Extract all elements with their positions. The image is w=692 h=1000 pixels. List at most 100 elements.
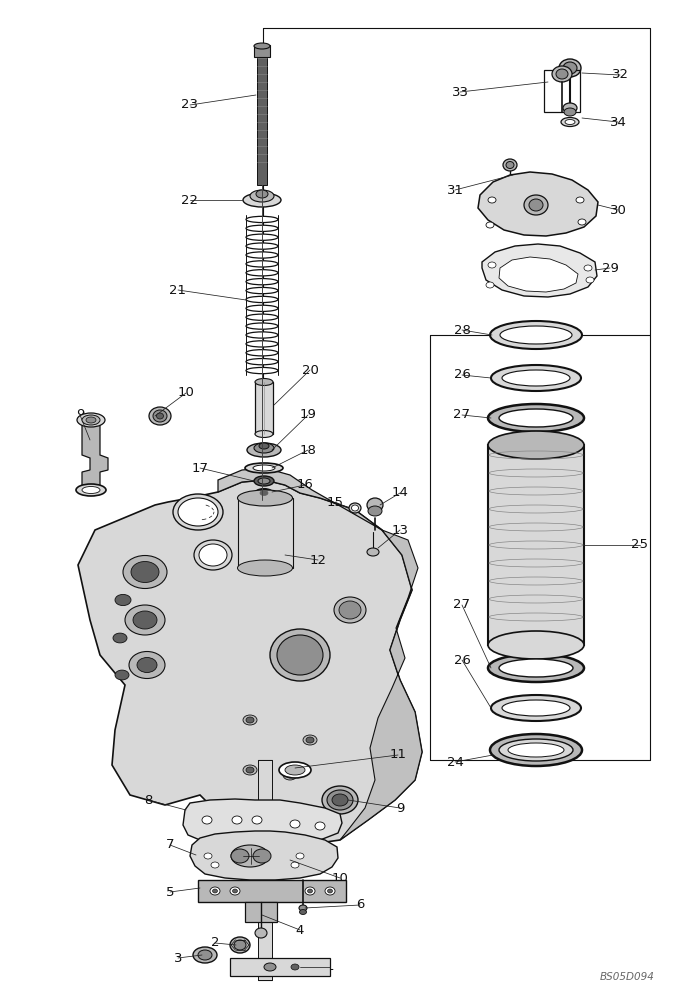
Ellipse shape <box>252 816 262 824</box>
Ellipse shape <box>212 889 217 893</box>
Ellipse shape <box>202 816 212 824</box>
Ellipse shape <box>254 476 274 486</box>
Ellipse shape <box>291 862 299 868</box>
Text: 23: 23 <box>181 99 199 111</box>
Ellipse shape <box>243 715 257 725</box>
Text: 29: 29 <box>601 261 619 274</box>
Text: 10: 10 <box>331 871 349 884</box>
Ellipse shape <box>286 772 294 778</box>
Ellipse shape <box>231 845 269 867</box>
Ellipse shape <box>115 594 131 606</box>
Text: 21: 21 <box>170 284 187 296</box>
Ellipse shape <box>349 503 361 513</box>
Ellipse shape <box>245 463 283 473</box>
Polygon shape <box>78 480 422 853</box>
Ellipse shape <box>561 117 579 126</box>
Ellipse shape <box>76 484 106 496</box>
Ellipse shape <box>264 963 276 971</box>
Ellipse shape <box>246 216 278 223</box>
Ellipse shape <box>315 822 325 830</box>
Text: 9: 9 <box>76 408 84 422</box>
Ellipse shape <box>255 488 273 497</box>
Ellipse shape <box>327 889 332 893</box>
Text: 6: 6 <box>356 898 364 912</box>
Ellipse shape <box>129 652 165 678</box>
Ellipse shape <box>290 820 300 828</box>
Ellipse shape <box>503 159 517 171</box>
Text: 18: 18 <box>300 444 316 456</box>
Ellipse shape <box>77 413 105 427</box>
Ellipse shape <box>502 370 570 386</box>
Ellipse shape <box>559 59 581 77</box>
Ellipse shape <box>131 562 159 582</box>
Ellipse shape <box>246 323 278 329</box>
Ellipse shape <box>490 734 582 766</box>
Ellipse shape <box>194 540 232 570</box>
Polygon shape <box>218 468 382 530</box>
Text: 3: 3 <box>174 952 182 964</box>
Ellipse shape <box>255 430 273 438</box>
Ellipse shape <box>253 465 275 471</box>
Ellipse shape <box>352 505 358 511</box>
Ellipse shape <box>247 443 281 457</box>
Ellipse shape <box>231 849 249 863</box>
Ellipse shape <box>486 282 494 288</box>
Ellipse shape <box>82 415 100 425</box>
Ellipse shape <box>367 548 379 556</box>
Polygon shape <box>482 244 597 297</box>
Ellipse shape <box>246 359 278 365</box>
Ellipse shape <box>327 790 353 810</box>
Text: 27: 27 <box>453 408 471 422</box>
Ellipse shape <box>246 296 278 303</box>
Text: 20: 20 <box>302 363 318 376</box>
Ellipse shape <box>137 658 157 672</box>
Ellipse shape <box>254 43 270 49</box>
Ellipse shape <box>246 350 278 356</box>
Ellipse shape <box>296 853 304 859</box>
Ellipse shape <box>586 277 594 283</box>
Ellipse shape <box>291 964 299 970</box>
Ellipse shape <box>258 478 270 484</box>
Ellipse shape <box>246 279 278 285</box>
Ellipse shape <box>246 234 278 240</box>
Text: 15: 15 <box>327 495 343 508</box>
Ellipse shape <box>243 765 257 775</box>
Ellipse shape <box>193 947 217 963</box>
Ellipse shape <box>508 743 564 757</box>
Text: 27: 27 <box>453 598 471 611</box>
Ellipse shape <box>237 560 293 576</box>
Ellipse shape <box>253 849 271 863</box>
Ellipse shape <box>255 378 273 385</box>
Ellipse shape <box>499 739 573 761</box>
Text: 34: 34 <box>610 115 626 128</box>
Ellipse shape <box>491 695 581 721</box>
Ellipse shape <box>270 629 330 681</box>
Ellipse shape <box>243 193 281 207</box>
Ellipse shape <box>488 654 584 682</box>
Ellipse shape <box>82 487 100 493</box>
Ellipse shape <box>210 887 220 895</box>
Ellipse shape <box>230 937 250 953</box>
Ellipse shape <box>233 889 237 893</box>
Ellipse shape <box>246 767 254 773</box>
Bar <box>488 445 584 645</box>
Ellipse shape <box>502 700 570 716</box>
Text: 25: 25 <box>632 538 648 552</box>
Ellipse shape <box>255 928 267 938</box>
Ellipse shape <box>277 635 323 675</box>
Ellipse shape <box>246 287 278 294</box>
Text: 16: 16 <box>297 479 313 491</box>
Ellipse shape <box>563 62 577 74</box>
Ellipse shape <box>488 631 584 659</box>
Polygon shape <box>340 530 422 840</box>
Ellipse shape <box>246 332 278 338</box>
Ellipse shape <box>332 794 348 806</box>
Ellipse shape <box>564 108 576 116</box>
Bar <box>238 498 293 568</box>
Ellipse shape <box>133 611 157 629</box>
Ellipse shape <box>232 816 242 824</box>
Ellipse shape <box>246 243 278 249</box>
Ellipse shape <box>565 119 575 124</box>
Ellipse shape <box>491 365 581 391</box>
Text: 8: 8 <box>144 794 152 806</box>
